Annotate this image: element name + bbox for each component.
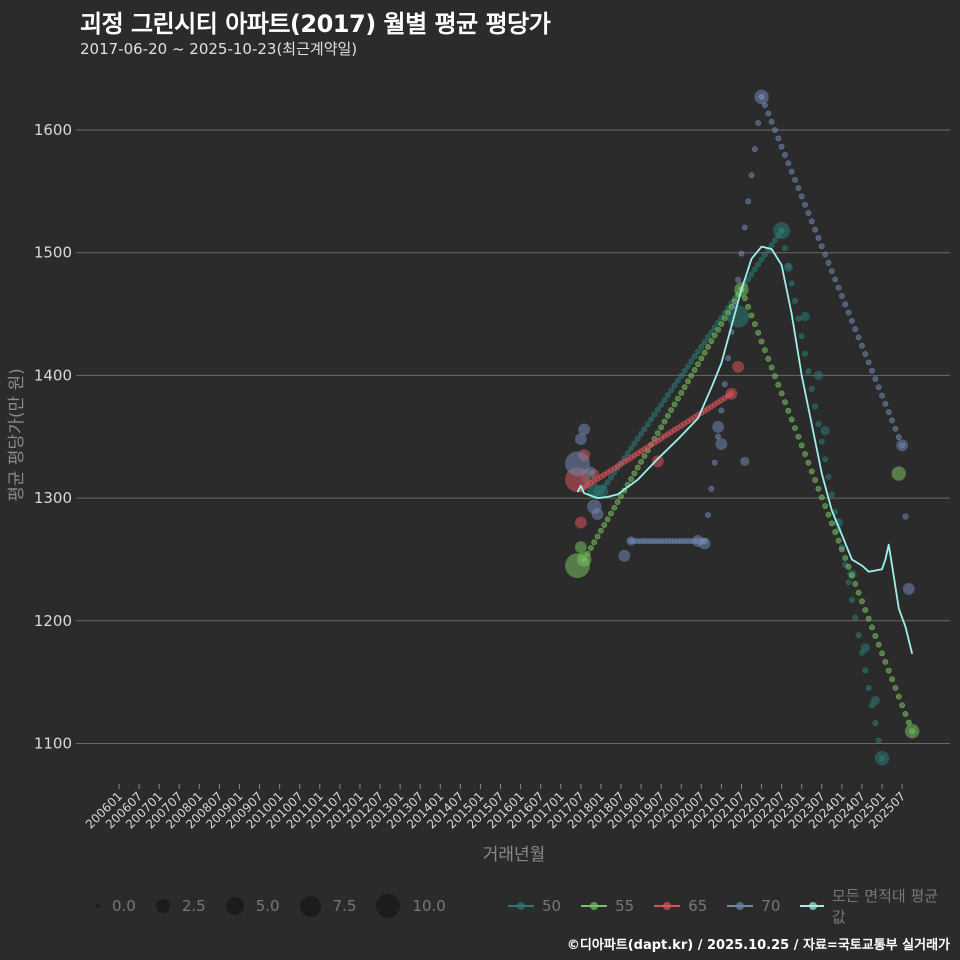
data-point <box>904 724 920 739</box>
data-point <box>698 537 711 550</box>
line-swatch-icon <box>725 900 755 912</box>
series-legend-item: 50 <box>506 897 561 915</box>
data-point <box>593 484 609 500</box>
source-credit: ©디아파트(dapt.kr) / 2025.10.25 / 자료=국토교통부 실… <box>566 938 950 953</box>
average-polyline <box>576 245 914 655</box>
series-70 <box>565 89 915 595</box>
chart-title: 괴정 그린시티 아파트(2017) 월별 평균 평당가 <box>80 10 551 38</box>
data-point <box>896 439 909 452</box>
size-legend: 0.0 2.5 5.0 7.5 10.0 <box>96 893 466 919</box>
size-circle-icon <box>376 894 401 918</box>
line-swatch-icon <box>652 900 682 912</box>
data-point <box>574 516 587 529</box>
data-point <box>578 423 591 436</box>
series-legend-item: 55 <box>579 897 634 915</box>
size-legend-item: 2.5 <box>155 897 206 915</box>
size-legend-item: 10.0 <box>376 894 446 918</box>
data-point <box>740 456 750 466</box>
y-tick-label: 1100 <box>34 735 72 753</box>
data-point <box>874 751 890 766</box>
x-axis-ticks: 2006012006072007012007072008012008072009… <box>83 784 908 832</box>
size-circle-icon <box>225 897 244 915</box>
data-point <box>800 311 810 322</box>
size-legend-item: 0.0 <box>96 897 136 915</box>
data-point <box>891 466 906 481</box>
series-legend: 50 55 65 70 모든 면적대 평균값 <box>506 887 960 926</box>
y-tick-label: 1400 <box>34 366 72 384</box>
series-legend-item: 모든 면적대 평균값 <box>798 885 942 927</box>
line-swatch-icon <box>506 900 536 912</box>
line-swatch-icon <box>798 900 826 912</box>
data-point <box>712 421 724 433</box>
data-point <box>732 360 745 373</box>
series-55 <box>565 282 920 739</box>
data-point <box>783 262 793 273</box>
series-legend-item: 70 <box>725 897 780 915</box>
data-point <box>754 89 769 105</box>
data-point <box>626 536 636 546</box>
data-point <box>576 552 592 567</box>
size-circle-icon <box>96 904 100 908</box>
series-legend-item: 65 <box>652 897 707 915</box>
data-point <box>725 387 738 400</box>
average-line <box>576 245 914 655</box>
data-point <box>813 370 824 380</box>
chart-subtitle: 2017-06-20 ~ 2025-10-23(최근계약일) <box>80 40 358 58</box>
series-50 <box>580 222 890 766</box>
x-axis-title: 거래년월 <box>483 845 546 865</box>
size-legend-item: 5.0 <box>225 897 280 915</box>
data-point <box>820 426 830 436</box>
y-axis-title: 평균 평당가(만 원) <box>7 368 27 502</box>
size-circle-icon <box>155 899 170 913</box>
data-point <box>586 466 596 476</box>
y-tick-label: 1500 <box>34 244 72 262</box>
gridlines <box>80 129 950 744</box>
y-tick-label: 1200 <box>34 612 72 630</box>
data-point <box>860 643 870 653</box>
data-series <box>565 89 920 766</box>
y-tick-label: 1600 <box>34 121 72 139</box>
size-circle-icon <box>299 895 321 917</box>
data-point <box>902 582 915 595</box>
data-point <box>715 438 728 451</box>
y-axis-ticks: 1100 1200 1300 1400 1500 1600 <box>34 121 80 753</box>
data-point <box>591 508 604 520</box>
data-point <box>574 541 587 554</box>
size-legend-item: 7.5 <box>299 895 356 917</box>
y-tick-label: 1300 <box>34 489 72 507</box>
data-point <box>618 549 631 562</box>
data-point <box>651 455 664 468</box>
data-point <box>565 451 590 477</box>
data-point <box>870 695 880 706</box>
data-point <box>902 513 909 520</box>
data-point <box>773 222 791 240</box>
data-point <box>574 433 587 446</box>
line-swatch-icon <box>579 900 609 912</box>
